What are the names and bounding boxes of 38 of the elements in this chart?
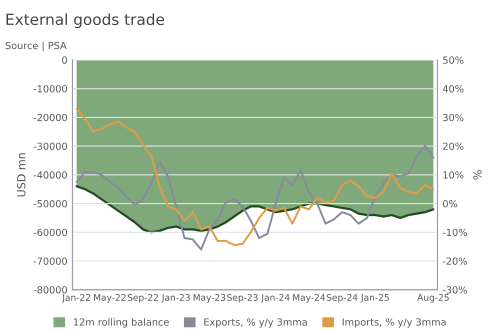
y2-tick-label: -10% [442,228,467,236]
legend-label: Exports, % y/y 3mma [204,318,307,328]
x-tick-label: Sep-24 [326,294,358,303]
y-tick-label: -60000 [34,228,67,236]
x-tick-label: May-23 [194,294,226,303]
y2-tick-label: 10% [443,171,464,179]
y-tick-label: -20000 [34,114,67,122]
x-tick-label: Sep-23 [227,294,258,303]
x-tick-label: May-22 [94,294,126,303]
x-tick-label: Aug-25 [417,294,449,303]
y-tick-label: -10000 [34,85,67,92]
line-series [76,145,434,250]
legend-label: Imports, % y/y 3mma [342,318,446,328]
y-tick-label: -70000 [34,257,67,265]
x-tick-label: Jan-23 [161,294,190,303]
y-tick-label: -40000 [34,171,67,179]
y2-tick-label: -20% [442,257,467,265]
chart-subtitle: Source | PSA [6,42,67,52]
x-tick-label: Jan-24 [260,294,290,303]
y-tick-label: 0 [62,56,67,64]
x-tick-label: Jan-25 [360,294,389,303]
y2-tick-label: 40% [442,85,464,92]
y2-tick-label: 30% [443,114,464,122]
y-tick-label: -80000 [34,286,67,294]
x-tick-label: Jan-22 [62,294,90,303]
y2-tick-label: 20% [443,142,464,150]
y-tick-label: -30000 [34,142,67,150]
line-series [76,108,434,246]
x-tick-label: Sep-22 [128,294,158,303]
y-axis-title: USD mn [17,153,26,196]
y2-axis-title: % [473,170,482,180]
y2-tick-label: 0% [443,200,458,208]
legend-label: 12m rolling balance [74,318,169,328]
chart-title: External goods trade [6,13,164,28]
y2-tick-label: 50% [443,56,464,64]
y-tick-label: -50000 [34,200,67,208]
y2-tick-label: -30% [442,286,467,294]
x-tick-label: May-24 [293,294,326,303]
